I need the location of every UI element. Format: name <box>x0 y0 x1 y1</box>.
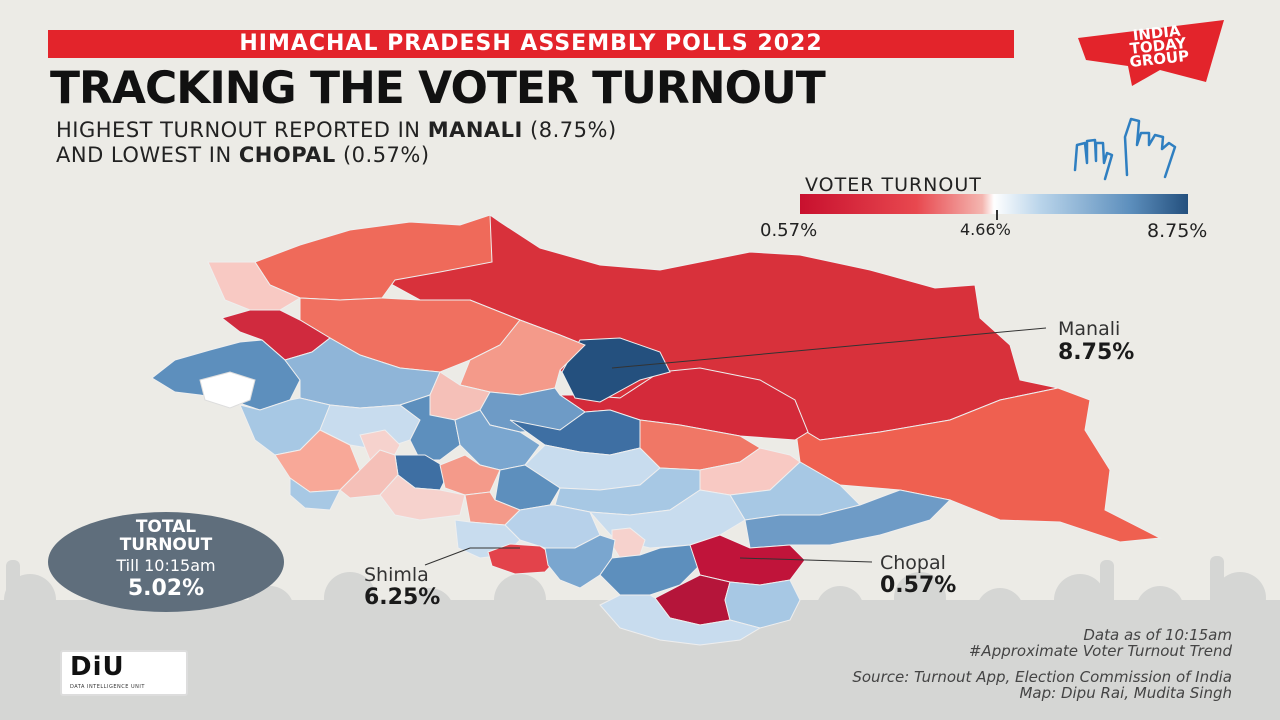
region-arki[interactable] <box>504 504 601 549</box>
callout-manali-name: Manali <box>1058 318 1121 340</box>
badge-value: 5.02% <box>127 576 205 601</box>
headline-banner: HIMACHAL PRADESH ASSEMBLY POLLS 2022 <box>48 30 1014 58</box>
subtitle-text: HIGHEST TURNOUT REPORTED IN <box>56 118 428 142</box>
chopal-leader-line <box>739 557 873 563</box>
legend-mid-label: 4.66% <box>960 220 1011 239</box>
subtitle-value: (0.57%) <box>335 143 430 167</box>
subtitle-highlight-chopal: CHOPAL <box>238 143 336 167</box>
note-trend: #Approximate Voter Turnout Trend <box>968 642 1232 660</box>
badge-label-total: TOTAL <box>135 517 197 537</box>
note-map-credit: Map: Dipu Rai, Mudita Singh <box>1019 684 1232 702</box>
callout-chopal-value: 0.57% <box>880 573 957 598</box>
shimla-leader-line <box>424 547 471 566</box>
badge-label-turnout: TURNOUT <box>119 535 213 555</box>
callout-shimla-value: 6.25% <box>364 585 441 610</box>
legend-title: VOTER TURNOUT <box>805 174 982 196</box>
legend-color-scale <box>800 194 1188 214</box>
subtitle-line-1: HIGHEST TURNOUT REPORTED IN MANALI (8.75… <box>56 118 956 143</box>
india-today-logo <box>1078 20 1224 86</box>
subtitle: HIGHEST TURNOUT REPORTED IN MANALI (8.75… <box>56 118 956 168</box>
manali-leader-line <box>611 327 1047 369</box>
region-mandi-west[interactable] <box>454 409 541 471</box>
callout-chopal-name: Chopal <box>880 552 946 574</box>
page-title: TRACKING THE VOTER TURNOUT <box>50 62 826 115</box>
legend-max-label: 8.75% <box>1147 220 1208 242</box>
region-dehra[interactable] <box>359 429 401 461</box>
voting-hands-icon <box>1073 117 1177 181</box>
callout-shimla-name: Shimla <box>364 564 429 586</box>
region-jaisinghpur[interactable] <box>398 394 461 461</box>
total-turnout-badge: TOTAL TURNOUT Till 10:15am 5.02% <box>48 512 284 612</box>
region-paonta[interactable] <box>599 594 762 646</box>
subtitle-text: AND LOWEST IN <box>56 143 239 167</box>
note-data-as-of: Data as of 10:15am <box>1083 626 1232 644</box>
legend-mid-tick <box>996 210 998 220</box>
diu-logo <box>60 650 188 696</box>
legend-min-label: 0.57% <box>760 220 818 241</box>
subtitle-line-2: AND LOWEST IN CHOPAL (0.57%) <box>56 143 956 168</box>
note-source: Source: Turnout App, Election Commission… <box>852 668 1232 686</box>
region-una-south[interactable] <box>289 477 341 511</box>
region-sirmaur-east[interactable] <box>724 579 801 629</box>
badge-time: Till 10:15am <box>116 556 216 575</box>
region-chamba-west[interactable] <box>207 261 302 311</box>
region-manali[interactable] <box>561 337 671 403</box>
region-nurpur[interactable] <box>199 371 256 409</box>
region-bilaspur-west[interactable] <box>439 454 501 496</box>
subtitle-highlight-manali: MANALI <box>427 118 523 142</box>
diu-logo-subtext: DATA INTELLIGENCE UNIT <box>70 684 145 690</box>
subtitle-value: (8.75%) <box>522 118 617 142</box>
callout-manali-value: 8.75% <box>1058 340 1135 365</box>
diu-logo-text: DiU <box>70 652 125 682</box>
